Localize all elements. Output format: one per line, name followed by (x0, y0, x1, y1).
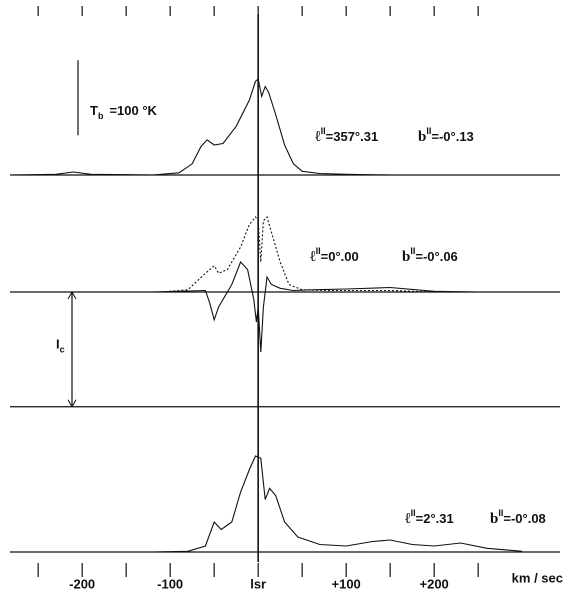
x-axis-label: km / sec (512, 570, 563, 585)
spectrum-line (161, 215, 435, 293)
x-tick-label: +200 (420, 576, 449, 591)
coord-symbol: ℓ (405, 511, 411, 527)
spectrum-line (152, 260, 479, 353)
scale-label: Tb =100 °K (90, 103, 158, 121)
coordinate-label: ℓII=0°.00 (310, 246, 359, 265)
coord-symbol: b (418, 129, 426, 145)
coord-symbol: b (402, 249, 410, 265)
coord-superscript: II (321, 126, 326, 136)
coord-value: =2°.31 (416, 511, 454, 526)
spectrum-line (11, 77, 558, 176)
coord-symbol: ℓ (315, 129, 321, 145)
coord-value: =-0°.13 (431, 129, 473, 144)
coord-value: =-0°.06 (415, 249, 457, 264)
coordinate-label: ℓII=357°.31 (315, 126, 378, 145)
spectrum-line (152, 455, 523, 553)
x-tick-label: lsr (250, 576, 266, 591)
x-tick-label: -100 (157, 576, 183, 591)
continuum-subscript: c (60, 345, 65, 355)
coord-value: =0°.00 (321, 249, 359, 264)
continuum-label: Ic (56, 337, 65, 355)
coord-superscript: II (426, 126, 431, 136)
scale-text: =100 °K (109, 103, 157, 118)
scale-subscript: b (98, 111, 104, 121)
coord-symbol: b (490, 511, 498, 527)
arrow-head (67, 290, 77, 408)
coordinate-label: ℓII=2°.31 (405, 508, 454, 527)
coordinate-label: bII=-0°.13 (418, 126, 474, 145)
coord-superscript: II (498, 508, 503, 518)
coord-value: =357°.31 (326, 129, 379, 144)
x-tick-label: +100 (332, 576, 361, 591)
coord-symbol: ℓ (310, 249, 316, 265)
coord-value: =-0°.08 (503, 511, 545, 526)
coord-superscript: II (316, 246, 321, 256)
continuum-symbol: I (56, 337, 60, 352)
coord-superscript: II (410, 246, 415, 256)
coord-superscript: II (411, 508, 416, 518)
coordinate-label: bII=-0°.06 (402, 246, 458, 265)
coordinate-label: bII=-0°.08 (490, 508, 546, 527)
scale-symbol: T (90, 103, 98, 118)
x-tick-label: -200 (69, 576, 95, 591)
